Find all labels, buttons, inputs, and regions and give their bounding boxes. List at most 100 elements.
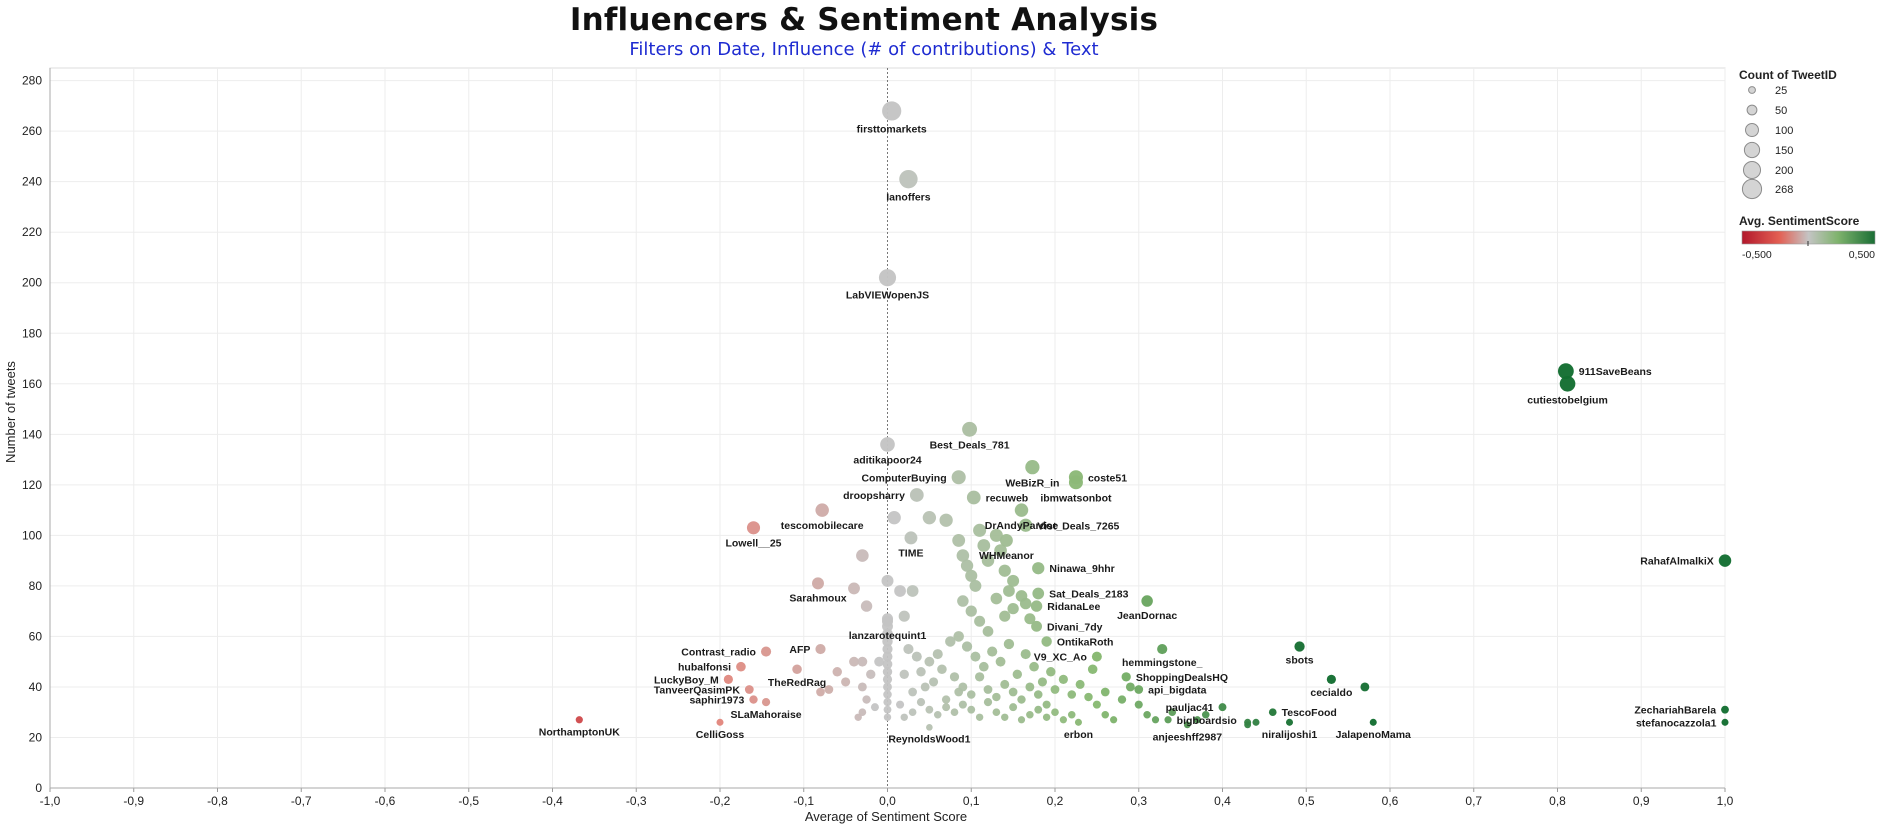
scatter-point[interactable] [908, 687, 917, 697]
scatter-point[interactable] [1029, 661, 1039, 672]
scatter-point[interactable] [1143, 710, 1151, 719]
scatter-point[interactable] [882, 101, 902, 121]
scatter-point[interactable] [958, 700, 967, 709]
scatter-point[interactable] [874, 656, 885, 667]
scatter-point[interactable] [1218, 703, 1227, 712]
scatter-point[interactable] [1141, 595, 1153, 607]
scatter-point[interactable] [990, 592, 1003, 605]
scatter-point[interactable] [909, 488, 924, 502]
scatter-point[interactable] [1193, 716, 1201, 724]
scatter-point[interactable] [899, 169, 918, 189]
scatter-point[interactable] [1001, 713, 1009, 721]
scatter-point[interactable] [1014, 503, 1029, 517]
scatter-point[interactable] [878, 269, 897, 287]
scatter-point[interactable] [1050, 685, 1060, 694]
scatter-point[interactable] [1032, 587, 1045, 600]
scatter-point[interactable] [952, 533, 966, 547]
scatter-point[interactable] [1087, 664, 1098, 675]
scatter-point[interactable] [746, 521, 761, 535]
scatter-point[interactable] [858, 708, 867, 717]
scatter-point[interactable] [1157, 643, 1168, 655]
scatter-point[interactable] [1046, 667, 1056, 677]
scatter-point[interactable] [995, 656, 1006, 667]
scatter-point[interactable] [882, 628, 893, 640]
scatter-point[interactable] [1326, 674, 1336, 684]
scatter-point[interactable] [1559, 375, 1576, 392]
scatter-point[interactable] [1084, 692, 1093, 702]
scatter-point[interactable] [815, 643, 826, 655]
scatter-point[interactable] [882, 636, 893, 647]
scatter-point[interactable] [1037, 677, 1047, 687]
scatter-point[interactable] [881, 615, 894, 627]
scatter-point[interactable] [987, 646, 998, 657]
scatter-point[interactable] [1121, 672, 1131, 682]
scatter-point[interactable] [761, 697, 771, 707]
scatter-point[interactable] [1042, 713, 1051, 721]
scatter-point[interactable] [870, 703, 879, 712]
scatter-point[interactable] [960, 559, 974, 572]
scatter-point[interactable] [1091, 651, 1102, 662]
scatter-point[interactable] [975, 713, 984, 721]
scatter-point[interactable] [922, 511, 937, 525]
scatter-point[interactable] [815, 503, 829, 517]
scatter-point[interactable] [925, 705, 934, 714]
scatter-point[interactable] [894, 585, 906, 597]
scatter-point[interactable] [924, 656, 935, 667]
scatter-point[interactable] [1042, 700, 1051, 709]
scatter-point[interactable] [1058, 674, 1068, 684]
scatter-point[interactable] [953, 631, 964, 642]
scatter-point[interactable] [1125, 682, 1135, 692]
scatter-point[interactable] [999, 533, 1013, 547]
scatter-point[interactable] [849, 656, 859, 667]
scatter-point[interactable] [983, 697, 993, 707]
scatter-point[interactable] [848, 582, 860, 595]
scatter-point[interactable] [832, 667, 842, 677]
scatter-point[interactable] [916, 697, 926, 707]
scatter-point[interactable] [899, 669, 909, 680]
scatter-point[interactable] [916, 667, 926, 677]
scatter-point[interactable] [883, 705, 892, 714]
scatter-point[interactable] [887, 511, 901, 525]
scatter-point[interactable] [1718, 554, 1732, 567]
scatter-point[interactable] [1183, 721, 1191, 729]
scatter-point[interactable] [1721, 705, 1729, 714]
scatter-point[interactable] [966, 690, 976, 699]
scatter-point[interactable] [1034, 705, 1043, 714]
scatter-point[interactable] [956, 549, 970, 562]
scatter-point[interactable] [1075, 679, 1085, 689]
scatter-point[interactable] [880, 437, 895, 452]
scatter-point[interactable] [1092, 700, 1101, 709]
scatter-point[interactable] [900, 713, 908, 721]
scatter-point[interactable] [860, 600, 873, 612]
scatter-point[interactable] [974, 615, 986, 627]
scatter-point[interactable] [1285, 718, 1294, 726]
scatter-point[interactable] [1033, 690, 1043, 699]
scatter-point[interactable] [978, 661, 989, 672]
scatter-point[interactable] [1101, 710, 1110, 719]
scatter-point[interactable] [575, 716, 583, 724]
scatter-point[interactable] [882, 674, 893, 684]
scatter-point[interactable] [920, 682, 930, 692]
scatter-point[interactable] [904, 531, 918, 545]
scatter-point[interactable] [945, 636, 956, 647]
scatter-point[interactable] [942, 703, 951, 712]
scatter-point[interactable] [1268, 708, 1277, 717]
scatter-point[interactable] [1067, 710, 1076, 719]
scatter-point[interactable] [1068, 475, 1083, 490]
scatter-point[interactable] [939, 513, 953, 527]
scatter-point[interactable] [1252, 718, 1260, 726]
scatter-point[interactable] [1009, 703, 1018, 712]
scatter-point[interactable] [882, 659, 893, 670]
scatter-point[interactable] [998, 564, 1011, 577]
scatter-point[interactable] [881, 574, 894, 587]
scatter-point[interactable] [966, 490, 981, 505]
scatter-point[interactable] [1019, 597, 1032, 610]
scatter-point[interactable] [857, 656, 868, 667]
scatter-point[interactable] [982, 626, 994, 637]
scatter-point[interactable] [723, 674, 733, 684]
scatter-point[interactable] [929, 677, 939, 687]
scatter-point[interactable] [883, 697, 892, 707]
scatter-point[interactable] [896, 700, 905, 709]
scatter-point[interactable] [1007, 602, 1019, 615]
scatter-point[interactable] [1721, 718, 1729, 726]
